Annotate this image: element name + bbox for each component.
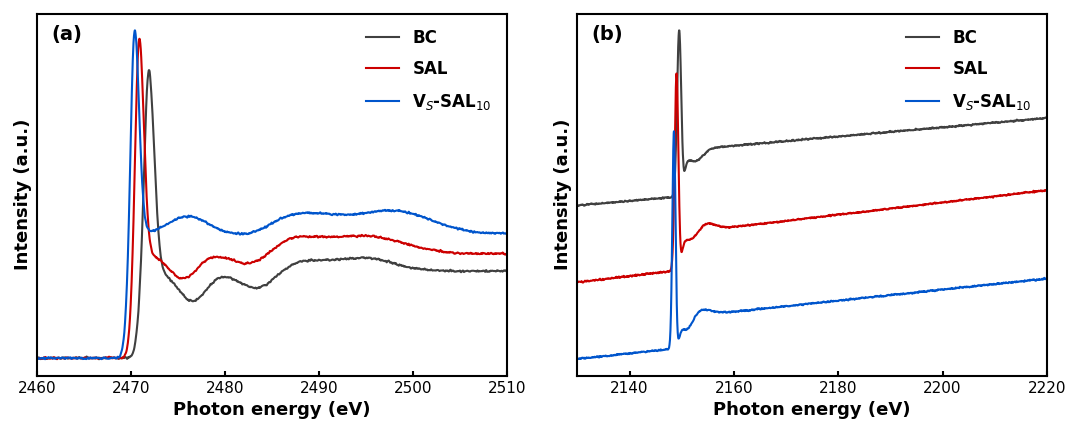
V$_S$-SAL$_{10}$ (667, 129, 680, 134)
X-axis label: Photon energy (eV): Photon energy (eV) (174, 401, 370, 419)
BC (1027, 117, 1040, 122)
Line: V$_S$-SAL$_{10}$: V$_S$-SAL$_{10}$ (38, 30, 507, 359)
Legend: BC, SAL, V$_S$-SAL$_{10}$: BC, SAL, V$_S$-SAL$_{10}$ (359, 22, 499, 118)
V$_S$-SAL$_{10}$ (595, 354, 608, 359)
BC (247, 285, 260, 291)
V$_S$-SAL$_{10}$ (129, 28, 141, 33)
SAL (787, 217, 800, 223)
SAL (595, 278, 608, 283)
Text: (a): (a) (52, 25, 82, 44)
V$_S$-SAL$_{10}$ (487, 231, 500, 236)
Legend: BC, SAL, V$_S$-SAL$_{10}$: BC, SAL, V$_S$-SAL$_{10}$ (899, 22, 1039, 118)
SAL (259, 252, 272, 257)
BC (259, 283, 272, 288)
BC (595, 201, 608, 206)
V$_S$-SAL$_{10}$ (1027, 277, 1040, 282)
BC (31, 355, 44, 360)
BC (941, 125, 954, 130)
SAL (133, 36, 146, 42)
SAL (571, 280, 584, 285)
BC (1040, 114, 1053, 120)
SAL (487, 252, 500, 257)
V$_S$-SAL$_{10}$ (1027, 277, 1040, 282)
SAL (670, 71, 683, 76)
V$_S$-SAL$_{10}$ (787, 303, 800, 308)
V$_S$-SAL$_{10}$ (401, 211, 414, 216)
Line: BC: BC (38, 70, 507, 359)
Line: BC: BC (578, 30, 1047, 206)
SAL (31, 356, 44, 361)
V$_S$-SAL$_{10}$ (941, 287, 954, 292)
V$_S$-SAL$_{10}$ (487, 231, 500, 236)
X-axis label: Photon energy (eV): Photon energy (eV) (714, 401, 910, 419)
SAL (401, 242, 414, 247)
SAL (941, 200, 954, 205)
BC (571, 204, 584, 209)
BC (799, 136, 812, 141)
BC (500, 269, 513, 274)
BC (93, 357, 106, 362)
V$_S$-SAL$_{10}$ (55, 355, 68, 360)
SAL (51, 356, 64, 362)
SAL (799, 216, 812, 221)
Line: SAL: SAL (578, 74, 1047, 283)
Y-axis label: Intensity (a.u.): Intensity (a.u.) (554, 119, 572, 271)
Line: V$_S$-SAL$_{10}$: V$_S$-SAL$_{10}$ (578, 131, 1047, 359)
V$_S$-SAL$_{10}$ (247, 229, 260, 234)
SAL (577, 280, 590, 285)
BC (55, 356, 68, 361)
V$_S$-SAL$_{10}$ (1040, 276, 1053, 281)
Y-axis label: Intensity (a.u.): Intensity (a.u.) (14, 119, 32, 271)
SAL (55, 355, 68, 361)
SAL (1027, 188, 1040, 194)
Line: SAL: SAL (38, 39, 507, 359)
V$_S$-SAL$_{10}$ (500, 232, 513, 237)
V$_S$-SAL$_{10}$ (571, 357, 584, 362)
BC (673, 28, 686, 33)
V$_S$-SAL$_{10}$ (39, 357, 52, 362)
BC (143, 68, 156, 73)
SAL (1027, 188, 1040, 194)
V$_S$-SAL$_{10}$ (31, 356, 44, 361)
Text: (b): (b) (592, 25, 623, 44)
BC (401, 265, 414, 270)
BC (487, 268, 500, 274)
BC (487, 268, 500, 274)
V$_S$-SAL$_{10}$ (799, 301, 812, 307)
SAL (247, 259, 260, 265)
SAL (1040, 187, 1053, 193)
BC (787, 138, 800, 143)
SAL (487, 252, 500, 257)
V$_S$-SAL$_{10}$ (259, 225, 272, 230)
SAL (500, 251, 513, 256)
BC (1027, 117, 1040, 122)
